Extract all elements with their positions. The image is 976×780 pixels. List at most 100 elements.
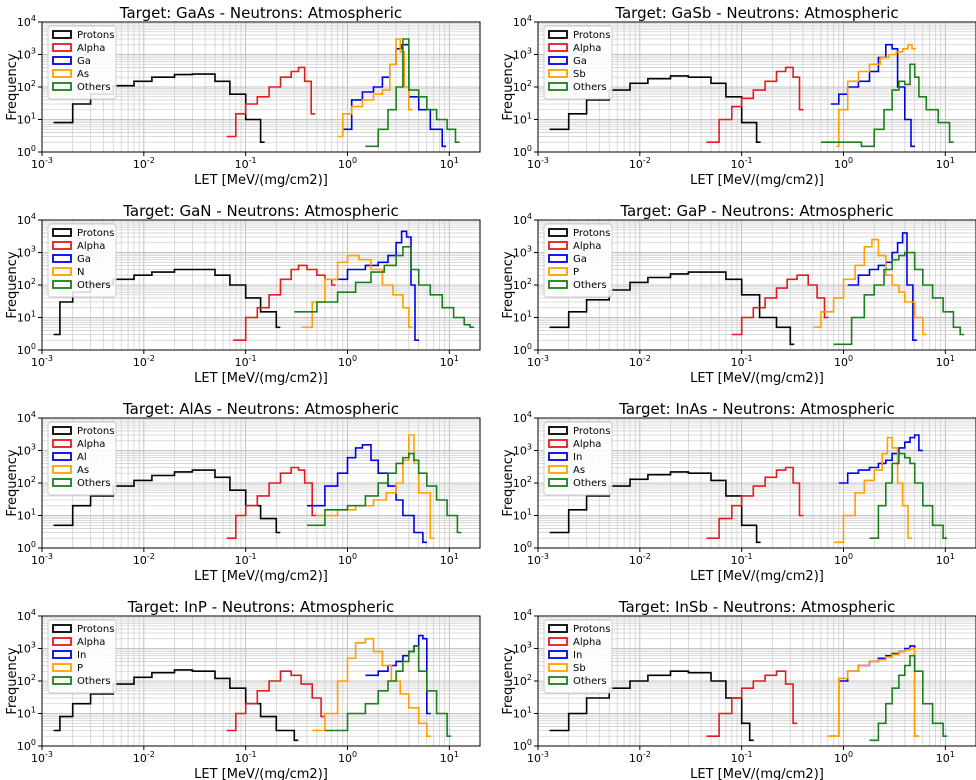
y-tick-label: 103 — [513, 443, 532, 458]
y-tick-label: 102 — [513, 673, 532, 688]
legend-swatch — [548, 452, 568, 461]
y-tick-label: 100 — [17, 342, 36, 357]
y-tick-label: 101 — [513, 310, 532, 325]
y-axis-label: Frequency — [501, 53, 516, 120]
legend-swatch — [548, 254, 568, 263]
y-tick-label: 101 — [17, 508, 36, 523]
series-line-n — [301, 254, 413, 329]
legend-label: Others — [77, 676, 111, 687]
y-tick-label: 103 — [17, 47, 36, 62]
x-axis-label: LET [MeV/(mg/cm2)] — [690, 569, 824, 584]
y-tick-label: 103 — [513, 641, 532, 656]
x-tick-label: 101 — [936, 552, 955, 567]
series-line-alpha — [731, 274, 829, 336]
x-tick-label: 101 — [440, 156, 459, 171]
legend-swatch — [548, 82, 568, 91]
legend-label: Protons — [573, 228, 610, 239]
y-tick-label: 104 — [17, 212, 36, 227]
series-line-alpha — [706, 66, 804, 143]
series-line-others — [833, 251, 965, 346]
legend-swatch — [548, 663, 568, 672]
x-axis-label: LET [MeV/(mg/cm2)] — [194, 371, 328, 386]
x-tick-label: 10-3 — [31, 552, 53, 567]
legend: Protons Alpha Ga As Others — [47, 25, 117, 100]
y-tick-label: 104 — [513, 608, 532, 623]
y-tick-label: 100 — [513, 342, 532, 357]
x-tick-label: 10-1 — [235, 156, 257, 171]
x-tick-label: 10-2 — [629, 552, 651, 567]
legend-swatch — [52, 280, 72, 289]
legend-swatch — [548, 465, 568, 474]
series-line-others — [324, 645, 452, 737]
series-line-in — [838, 434, 923, 484]
legend-label: N — [77, 267, 84, 278]
legend-label: Others — [573, 478, 607, 489]
legend-label: Protons — [77, 228, 114, 239]
y-tick-label: 100 — [513, 738, 532, 753]
x-tick-label: 10-1 — [731, 354, 753, 369]
legend-swatch — [52, 465, 72, 474]
legend-label: In — [77, 650, 86, 661]
legend-swatch — [52, 43, 72, 52]
x-tick-label: 10-3 — [31, 156, 53, 171]
legend-label: P — [573, 267, 579, 278]
x-tick-label: 101 — [936, 750, 955, 765]
legend-label: As — [77, 465, 89, 476]
legend-label: Protons — [77, 426, 114, 437]
x-tick-label: 101 — [440, 750, 459, 765]
chart-panel: 10-3 10-2 10-1 100 101 100 101 102 103 104 Target:… — [5, 598, 481, 780]
legend-swatch — [548, 56, 568, 65]
series-line-alpha — [706, 466, 804, 539]
legend-swatch — [52, 637, 72, 646]
chart-title: Target: GaN - Neutrons: Atmospheric — [122, 202, 399, 220]
y-axis-label: Frequency — [501, 251, 516, 318]
legend-swatch — [52, 624, 72, 633]
x-tick-label: 10-1 — [731, 750, 753, 765]
series-line-others — [869, 452, 948, 539]
y-tick-label: 104 — [17, 608, 36, 623]
y-tick-label: 101 — [17, 310, 36, 325]
series-line-others — [820, 63, 954, 148]
chart-panel: 10-3 10-2 10-1 100 101 100 101 102 103 104 Target:… — [501, 202, 976, 386]
legend-swatch — [52, 30, 72, 39]
y-tick-label: 102 — [513, 277, 532, 292]
series-line-others — [365, 38, 460, 148]
x-tick-label: 10-3 — [527, 156, 549, 171]
legend-label: P — [77, 663, 83, 674]
x-tick-label: 10-1 — [235, 552, 257, 567]
legend-swatch — [548, 624, 568, 633]
y-axis-label: Frequency — [5, 647, 20, 714]
series-line-alpha — [226, 670, 326, 732]
x-tick-label: 10-3 — [527, 354, 549, 369]
series-line-alpha — [706, 670, 798, 737]
series-line-protons — [53, 469, 281, 534]
y-tick-label: 100 — [17, 738, 36, 753]
series-line-alpha — [226, 466, 317, 539]
series-line-ga — [331, 230, 419, 341]
x-tick-label: 10-3 — [527, 750, 549, 765]
legend: Protons Alpha In Sb Others — [543, 619, 613, 694]
x-tick-label: 10-1 — [235, 750, 257, 765]
x-tick-label: 100 — [834, 552, 853, 567]
x-tick-label: 10-2 — [629, 156, 651, 171]
legend-label: Others — [573, 676, 607, 687]
legend-swatch — [548, 267, 568, 276]
legend-label: Protons — [573, 426, 610, 437]
x-tick-label: 100 — [834, 750, 853, 765]
x-axis-label: LET [MeV/(mg/cm2)] — [194, 173, 328, 188]
chart-title: Target: InSb - Neutrons: Atmospheric — [618, 598, 895, 616]
legend-label: Ga — [77, 56, 91, 67]
series-line-as — [833, 436, 912, 544]
series-line-as — [316, 434, 435, 539]
x-tick-label: 100 — [834, 156, 853, 171]
chart-title: Target: GaSb - Neutrons: Atmospheric — [614, 4, 898, 22]
legend-label: Al — [77, 452, 87, 463]
series-line-protons — [549, 670, 754, 742]
legend-label: Sb — [573, 663, 586, 674]
x-tick-label: 10-3 — [31, 750, 53, 765]
legend-swatch — [52, 267, 72, 276]
series-line-others — [294, 246, 475, 329]
x-tick-label: 100 — [338, 354, 357, 369]
legend-label: Alpha — [573, 241, 601, 252]
